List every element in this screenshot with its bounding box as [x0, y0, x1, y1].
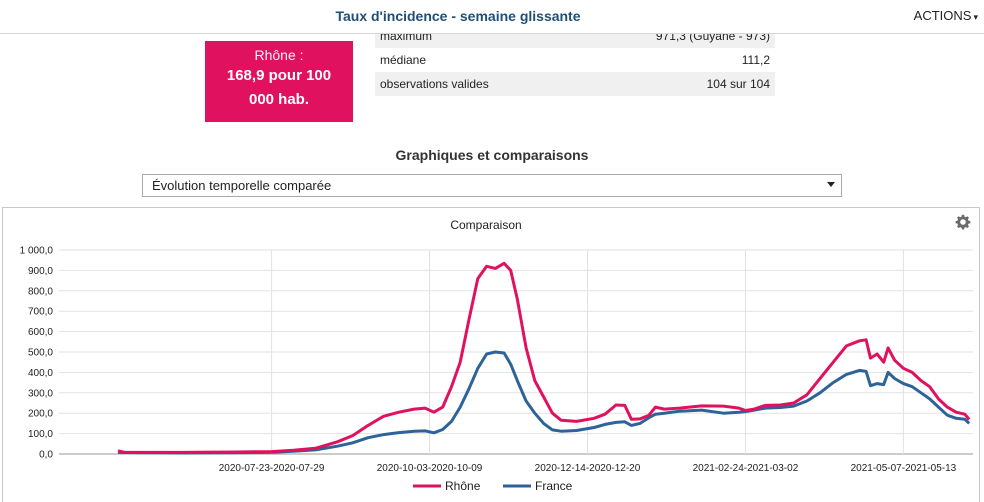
series-line-rhne — [117, 261, 971, 454]
chart-title: Comparaison — [450, 218, 522, 232]
chart-container: Comparaison 0,0 100,0 200,0 300,0 400,0 500,0… — [2, 207, 980, 502]
x-tick-label: 2021-05-07-2021-05-13 — [851, 463, 957, 474]
actions-menu-button[interactable]: ACTIONS ▾ — [914, 8, 978, 23]
y-tick-label: 0,0 — [39, 450, 53, 461]
section-title: Graphiques et comparaisons — [395, 147, 589, 163]
gear-icon[interactable] — [955, 214, 971, 233]
stats-value: 104 sur 104 — [706, 77, 770, 91]
legend-label: France — [535, 479, 573, 493]
badge-value-line1: 168,9 pour 100 — [226, 67, 332, 84]
stats-label: médiane — [380, 53, 427, 67]
stats-value: 111,2 — [741, 53, 770, 67]
y-tick-label: 600,0 — [28, 327, 53, 338]
y-tick-label: 100,0 — [28, 429, 53, 440]
y-tick-label: 800,0 — [28, 286, 53, 297]
selected-region-badge: Rhône : 168,9 pour 100 000 hab. — [205, 41, 353, 122]
line-chart: 0,0 100,0 200,0 300,0 400,0 500,0 600,0 700,0 80… — [20, 246, 973, 493]
x-tick-label: 2020-12-14-2020-12-20 — [535, 463, 641, 474]
actions-label: ACTIONS — [913, 8, 972, 23]
badge-title: Rhône : — [254, 47, 304, 63]
stats-label: observations valides — [380, 77, 489, 91]
y-tick-label: 200,0 — [28, 409, 53, 420]
top-bar: Taux d'incidence - semaine glissante ACT… — [0, 0, 984, 34]
statistics-table: maximum 971,3 (Guyane - 973) médiane 111… — [375, 24, 775, 96]
stats-row: médiane 111,2 — [375, 48, 775, 72]
y-tick-label: 900,0 — [28, 266, 53, 277]
chart-type-select[interactable]: Évolution temporelle comparée — [142, 174, 842, 197]
series-line-france — [117, 350, 971, 455]
y-tick-label: 1 000,0 — [20, 246, 54, 257]
x-tick-label: 2020-10-03-2020-10-09 — [377, 463, 483, 474]
page-title: Taux d'incidence - semaine glissante — [335, 8, 581, 24]
dropdown-arrow-icon — [827, 182, 835, 187]
badge-value-line2: 000 hab. — [248, 91, 310, 108]
y-tick-label: 400,0 — [28, 368, 53, 379]
chevron-down-icon: ▾ — [973, 12, 978, 22]
legend-label: Rhône — [445, 479, 481, 493]
x-tick-label: 2020-07-23-2020-07-29 — [219, 463, 325, 474]
y-tick-label: 300,0 — [28, 388, 53, 399]
y-tick-label: 500,0 — [28, 348, 53, 359]
y-tick-label: 700,0 — [28, 307, 53, 318]
chart-type-selected: Évolution temporelle comparée — [152, 178, 332, 193]
stats-row: observations valides 104 sur 104 — [375, 72, 775, 96]
x-tick-label: 2021-02-24-2021-03-02 — [693, 463, 799, 474]
